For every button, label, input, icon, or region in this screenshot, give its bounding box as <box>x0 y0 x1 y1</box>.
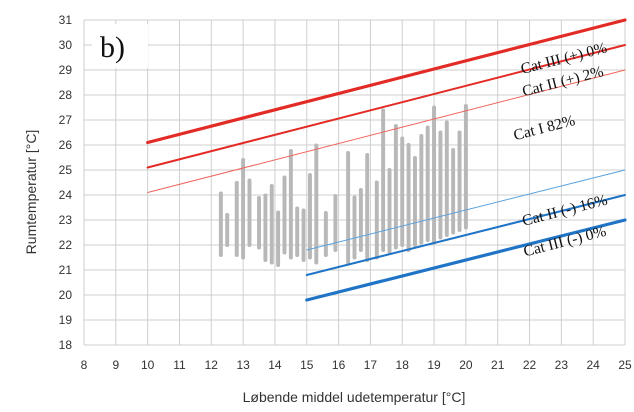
scatter-point <box>301 208 306 213</box>
scatter-point <box>295 206 300 211</box>
y-tick-labels: 18 19 20 21 22 23 24 25 26 27 28 29 30 31 <box>59 13 73 352</box>
y-tick-label: 29 <box>59 63 73 77</box>
panel-label: b) <box>100 31 125 64</box>
x-tick-label: 20 <box>459 358 473 372</box>
scatter-point <box>432 105 437 110</box>
x-tick-label: 12 <box>205 358 219 372</box>
x-tick-label: 21 <box>491 358 505 372</box>
category-line <box>306 169 626 251</box>
y-tick-label: 27 <box>59 113 73 127</box>
x-tick-label: 16 <box>332 358 346 372</box>
scatter-point <box>352 195 357 200</box>
x-tick-label: 10 <box>141 358 155 372</box>
scatter-point <box>451 148 456 152</box>
scatter-point <box>323 211 328 215</box>
y-axis-title: Rumtemperatur [°C] <box>23 130 39 255</box>
x-tick-label: 13 <box>236 358 250 372</box>
scatter-point <box>374 180 379 185</box>
scatter-point <box>263 193 268 198</box>
y-tick-label: 18 <box>59 338 73 352</box>
x-tick-label: 23 <box>555 358 569 372</box>
y-tick-label: 25 <box>59 163 73 177</box>
scatter-point <box>276 210 281 215</box>
y-tick-label: 21 <box>59 263 73 277</box>
x-tick-label: 17 <box>364 358 378 372</box>
category-lines <box>146 18 627 302</box>
x-tick-label: 11 <box>173 358 186 372</box>
scatter-point <box>241 158 246 162</box>
x-tick-label: 15 <box>300 358 314 372</box>
scatter-point <box>444 120 449 125</box>
scatter-point <box>225 213 230 217</box>
y-tick-label: 30 <box>59 38 73 52</box>
scatter-point <box>406 143 411 147</box>
x-axis-title: Løbende middel udetemperatur [°C] <box>243 389 466 405</box>
x-tick-label: 24 <box>586 358 600 372</box>
y-tick-label: 20 <box>59 288 73 302</box>
scatter-points <box>218 104 468 267</box>
scatter-point <box>400 136 405 141</box>
category-line <box>146 44 626 169</box>
y-tick-label: 24 <box>59 188 73 202</box>
x-tick-label: 19 <box>427 358 441 372</box>
scatter-point <box>288 149 293 153</box>
x-tick-labels: 8 9 10 11 12 13 14 15 16 17 18 19 20 21 22 23 24 25 <box>81 358 632 372</box>
x-tick-label: 14 <box>268 358 282 372</box>
y-tick-label: 23 <box>59 213 73 227</box>
x-tick-label: 8 <box>81 358 88 372</box>
scatter-point <box>333 194 338 198</box>
scatter-point <box>234 181 239 185</box>
category-line <box>305 194 626 276</box>
x-tick-label: 25 <box>618 358 632 372</box>
category-line <box>305 218 627 302</box>
x-tick-label: 22 <box>523 358 537 372</box>
scatter-point <box>387 168 392 172</box>
scatter-point <box>346 151 351 155</box>
scatter-point <box>282 175 287 180</box>
y-tick-label: 28 <box>59 88 73 102</box>
y-tick-label: 26 <box>59 138 73 152</box>
scatter-point <box>218 191 223 196</box>
scatter-point <box>314 143 319 148</box>
scatter-point <box>247 178 252 183</box>
scatter-point <box>412 156 417 160</box>
x-tick-label: 18 <box>396 358 410 372</box>
scatter-point <box>365 153 370 157</box>
category-line <box>146 18 627 145</box>
scatter-point <box>358 188 363 192</box>
scatter-point <box>269 184 274 188</box>
scatter-point <box>463 104 468 108</box>
scatter-point <box>425 125 430 130</box>
y-tick-label: 22 <box>59 238 73 252</box>
y-tick-label: 19 <box>59 313 73 327</box>
scatter-point <box>257 196 262 200</box>
scatter-point <box>419 134 424 138</box>
scatter-point <box>307 173 312 177</box>
category-line <box>147 69 626 193</box>
scatter-point <box>438 130 443 135</box>
scatter-point <box>381 108 386 113</box>
y-tick-label: 31 <box>59 13 73 27</box>
panel-label-box <box>92 24 148 68</box>
scatter-point <box>393 124 398 128</box>
scatter-point <box>457 130 462 135</box>
grid <box>83 19 626 346</box>
x-tick-label: 9 <box>112 358 119 372</box>
